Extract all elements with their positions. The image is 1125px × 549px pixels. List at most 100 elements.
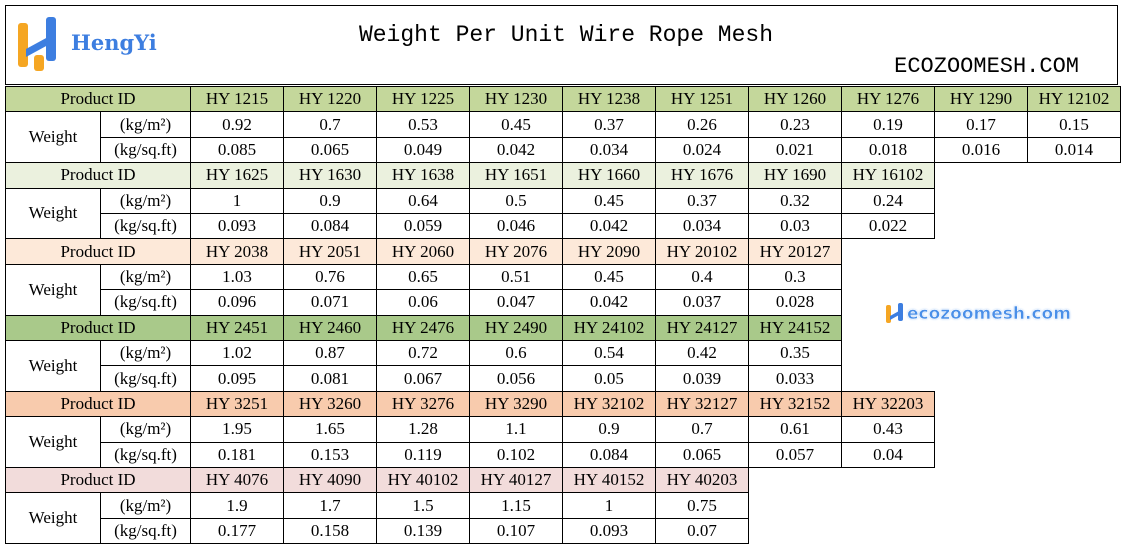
weight-m2: 1.7: [283, 492, 377, 519]
unit-label: (kg/sq.ft): [100, 289, 191, 316]
product-id: HY 3251: [190, 390, 284, 418]
weight-m2: 0.51: [469, 263, 563, 291]
weight-sqft: 0.03: [748, 213, 842, 240]
weight-sqft: 0.039: [655, 365, 749, 392]
weight-label: Weight: [5, 187, 101, 240]
unit-label: (kg/m²): [100, 492, 191, 519]
weight-label: Weight: [5, 416, 101, 468]
weight-sqft: 0.049: [376, 136, 470, 164]
weight-m2: 1: [190, 187, 284, 214]
weight-m2: 0.92: [190, 111, 284, 138]
id-label: Product ID: [5, 390, 191, 418]
logo-icon: [18, 17, 56, 71]
weight-sqft: 0.018: [841, 136, 935, 164]
weight-m2: 1.95: [190, 416, 284, 443]
weight-m2: 0.19: [841, 111, 935, 138]
weight-label: Weight: [5, 340, 101, 392]
weight-m2: 1.03: [190, 263, 284, 291]
weight-sqft: 0.093: [562, 517, 656, 545]
weight-sqft: 0.153: [283, 441, 377, 468]
weight-m2: 0.6: [469, 340, 563, 367]
id-label: Product ID: [5, 314, 191, 341]
product-id: HY 32203: [841, 390, 935, 418]
weight-m2: 0.42: [655, 340, 749, 367]
product-id: HY 40203: [655, 467, 749, 494]
product-id: HY 32127: [655, 390, 749, 418]
weight-m2: 0.35: [748, 340, 842, 367]
weight-m2: 0.54: [562, 340, 656, 367]
product-id: HY 2060: [376, 238, 470, 265]
weight-sqft: 0.059: [376, 213, 470, 240]
weight-m2: 1.9: [190, 492, 284, 519]
product-id: HY 32152: [748, 390, 842, 418]
weight-m2: 0.9: [562, 416, 656, 443]
product-id: HY 12102: [1027, 86, 1121, 113]
weight-m2: 0.32: [748, 187, 842, 214]
product-id: HY 40102: [376, 467, 470, 494]
weight-m2: 0.76: [283, 263, 377, 291]
weight-sqft: 0.102: [469, 441, 563, 468]
weight-m2: 1.65: [283, 416, 377, 443]
weight-m2: 0.23: [748, 111, 842, 138]
weight-m2: 0.45: [469, 111, 563, 138]
weight-sqft: 0.181: [190, 441, 284, 468]
weight-m2: 0.26: [655, 111, 749, 138]
weight-m2: 1.02: [190, 340, 284, 367]
weight-m2: 0.65: [376, 263, 470, 291]
weight-sqft: 0.06: [376, 289, 470, 316]
weight-m2: 0.72: [376, 340, 470, 367]
weight-m2: 0.37: [562, 111, 656, 138]
weight-sqft: 0.028: [748, 289, 842, 316]
weight-sqft: 0.033: [748, 365, 842, 392]
title: Weight Per Unit Wire Rope Mesh: [358, 22, 774, 48]
unit-label: (kg/sq.ft): [100, 136, 191, 164]
product-id: HY 2451: [190, 314, 284, 341]
weight-sqft: 0.084: [283, 213, 377, 240]
weight-m2: 0.45: [562, 263, 656, 291]
unit-label: (kg/m²): [100, 263, 191, 291]
unit-label: (kg/m²): [100, 416, 191, 443]
unit-label: (kg/m²): [100, 340, 191, 367]
weight-m2: 1.28: [376, 416, 470, 443]
weight-sqft: 0.042: [562, 213, 656, 240]
weight-label: Weight: [5, 492, 101, 545]
weight-sqft: 0.081: [283, 365, 377, 392]
unit-label: (kg/sq.ft): [100, 213, 191, 240]
id-label: Product ID: [5, 86, 191, 113]
product-id: HY 1638: [376, 162, 470, 189]
weight-label: Weight: [5, 263, 101, 316]
product-id: HY 4076: [190, 467, 284, 494]
weight-m2: 1.1: [469, 416, 563, 443]
product-id: HY 2051: [283, 238, 377, 265]
weight-m2: 1: [562, 492, 656, 519]
weight-m2: 0.24: [841, 187, 935, 214]
weight-m2: 0.5: [469, 187, 563, 214]
product-id: HY 3260: [283, 390, 377, 418]
product-id: HY 24102: [562, 314, 656, 341]
product-id: HY 1290: [934, 86, 1028, 113]
product-id: HY 2076: [469, 238, 563, 265]
weight-sqft: 0.04: [841, 441, 935, 468]
product-id: HY 1225: [376, 86, 470, 113]
weight-sqft: 0.024: [655, 136, 749, 164]
header: HengYi Weight Per Unit Wire Rope Mesh EC…: [5, 5, 1118, 85]
weight-sqft: 0.177: [190, 517, 284, 545]
product-id: HY 1690: [748, 162, 842, 189]
weight-sqft: 0.084: [562, 441, 656, 468]
weight-m2: 0.9: [283, 187, 377, 214]
weight-sqft: 0.05: [562, 365, 656, 392]
product-id: HY 4090: [283, 467, 377, 494]
product-id: HY 1651: [469, 162, 563, 189]
product-id: HY 1220: [283, 86, 377, 113]
weight-m2: 0.7: [655, 416, 749, 443]
id-label: Product ID: [5, 162, 191, 189]
weight-m2: 0.64: [376, 187, 470, 214]
product-id: HY 16102: [841, 162, 935, 189]
product-id: HY 32102: [562, 390, 656, 418]
weight-sqft: 0.042: [562, 289, 656, 316]
product-id: HY 40152: [562, 467, 656, 494]
weight-m2: 0.61: [748, 416, 842, 443]
weight-m2: 0.45: [562, 187, 656, 214]
weight-sqft: 0.016: [934, 136, 1028, 164]
product-id: HY 3290: [469, 390, 563, 418]
